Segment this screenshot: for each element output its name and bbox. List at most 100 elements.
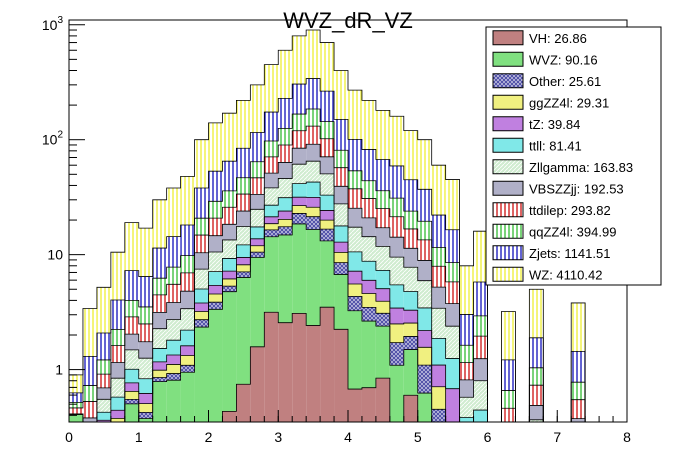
bar-qqZZ4l-bin-0: [69, 402, 83, 408]
legend-swatch-ggZZ4l: [492, 94, 524, 110]
bar-tZ-bin-19: [334, 242, 348, 253]
legend-swatch-ttdilep: [492, 202, 524, 218]
bar-WVZ-bin-22: [375, 326, 390, 379]
bar-VH-bin-15: [278, 322, 293, 422]
bar-Zllgamma-bin-25: [417, 280, 432, 308]
bar-Zllgamma-bin-27: [445, 326, 460, 359]
bar-WZ-bin-29: [473, 231, 488, 283]
bar-VBSZZjj-bin-15: [278, 162, 293, 179]
bar-qqZZ4l-bin-4: [124, 300, 139, 317]
bar-Zjets-bin-19: [334, 119, 348, 151]
bar-VBSZZjj-bin-12: [236, 211, 251, 227]
bar-ttdilep-bin-10: [208, 218, 223, 236]
bar-VBSZZjj-bin-17: [306, 144, 321, 162]
bar-Zjets-bin-33: [529, 337, 544, 368]
bar-tZ-bin-22: [375, 288, 390, 302]
bar-ggZZ4l-bin-6: [152, 370, 167, 378]
y-tick-label: 1: [55, 362, 63, 378]
bar-VBSZZjj-bin-11: [222, 224, 237, 240]
bar-ttll-bin-17: [306, 182, 321, 198]
bar-ttdilep-bin-1: [82, 401, 97, 418]
x-tick-label: 8: [623, 429, 631, 445]
bar-ggZZ4l-bin-10: [208, 294, 223, 303]
bar-ttdilep-bin-3: [110, 345, 125, 363]
legend-box: [485, 26, 662, 286]
bar-qqZZ4l-bin-19: [334, 150, 348, 168]
bar-ttll-bin-2: [96, 412, 111, 421]
bar-Zllgamma-bin-23: [389, 257, 404, 285]
bar-WZ-bin-0: [69, 374, 83, 393]
bar-ttdilep-bin-13: [250, 177, 265, 195]
bar-ttdilep-bin-7: [166, 284, 181, 303]
bar-WZ-bin-36: [571, 302, 586, 352]
bar-ttll-bin-13: [250, 226, 265, 239]
bar-VBSZZjj-bin-6: [152, 312, 167, 329]
bar-Zjets-bin-26: [431, 215, 446, 248]
bar-VBSZZjj-bin-13: [250, 194, 265, 210]
bar-WVZ-bin-24: [403, 349, 418, 396]
bar-Other-bin-19: [334, 262, 348, 275]
bar-ggZZ4l-bin-16: [292, 205, 307, 214]
bar-Zjets-bin-4: [124, 270, 139, 301]
bar-ttdilep-bin-19: [334, 167, 348, 187]
bar-Zllgamma-bin-21: [361, 236, 376, 262]
bar-WZ-bin-21: [361, 100, 376, 150]
bar-qqZZ4l-bin-11: [222, 190, 237, 208]
bar-VBSZZjj-bin-1: [82, 417, 97, 422]
legend-entry-ttdilep: ttdilep: 293.82: [529, 203, 611, 218]
bar-Other-bin-26: [431, 409, 446, 422]
bar-tZ-bin-8: [180, 345, 195, 356]
bar-qqZZ4l-bin-23: [389, 198, 404, 217]
bar-tZ-bin-4: [124, 382, 139, 392]
legend-entry-WZ: WZ: 4110.42: [529, 267, 602, 282]
x-tick-label: 3: [274, 429, 282, 445]
bar-Zllgamma-bin-16: [292, 164, 307, 184]
bar-VBSZZjj-bin-23: [389, 237, 404, 258]
bar-WVZ-bin-19: [334, 274, 348, 330]
x-tick-label: 7: [553, 429, 561, 445]
bar-Other-bin-14: [264, 229, 279, 237]
bar-qqZZ4l-bin-2: [96, 359, 111, 375]
bar-Zllgamma-bin-26: [431, 308, 446, 339]
bar-WVZ-bin-17: [306, 229, 321, 326]
bar-tZ-bin-11: [222, 271, 237, 279]
bar-ttll-bin-8: [180, 330, 195, 346]
bar-WZ-bin-33: [529, 289, 544, 338]
bar-Zjets-bin-8: [180, 225, 195, 256]
bar-VH-bin-16: [292, 313, 307, 422]
bar-Zllgamma-bin-5: [138, 358, 153, 379]
bar-WZ-bin-5: [138, 228, 153, 277]
legend-swatch-Other: [492, 73, 524, 89]
x-tick-label: 0: [65, 429, 73, 445]
bar-ggZZ4l-bin-24: [403, 323, 418, 337]
bar-VBSZZjj-bin-22: [375, 227, 390, 247]
bar-WVZ-bin-23: [389, 365, 404, 422]
x-tick-label: 1: [135, 429, 143, 445]
bar-VH-bin-17: [306, 325, 321, 422]
bar-qqZZ4l-bin-9: [194, 218, 209, 236]
bar-qqZZ4l-bin-3: [110, 329, 125, 346]
bar-tZ-bin-27: [445, 388, 460, 422]
bar-VBSZZjj-bin-18: [320, 156, 335, 174]
bar-ttll-bin-27: [445, 358, 460, 389]
bar-WZ-bin-31: [501, 311, 516, 360]
bar-tZ-bin-24: [403, 310, 418, 324]
bar-WZ-bin-19: [334, 70, 348, 120]
bar-Zllgamma-bin-15: [278, 178, 293, 198]
bar-WVZ-bin-4: [124, 403, 139, 422]
bar-Other-bin-12: [236, 271, 251, 278]
bar-Zllgamma-bin-28: [459, 397, 474, 418]
bar-WZ-bin-6: [152, 199, 167, 249]
bar-Zllgamma-bin-18: [320, 173, 335, 196]
bar-VBSZZjj-bin-27: [445, 303, 460, 327]
bar-Zjets-bin-3: [110, 300, 125, 330]
bar-qqZZ4l-bin-5: [138, 306, 153, 324]
bar-ttll-bin-24: [403, 291, 418, 311]
bar-Other-bin-25: [417, 365, 432, 394]
legend-swatch-WZ: [492, 266, 524, 282]
bar-tZ-bin-16: [292, 197, 307, 206]
bar-VH-bin-19: [334, 329, 348, 422]
bar-VBSZZjj-bin-36: [571, 418, 586, 422]
bar-Zllgamma-bin-17: [306, 161, 321, 183]
